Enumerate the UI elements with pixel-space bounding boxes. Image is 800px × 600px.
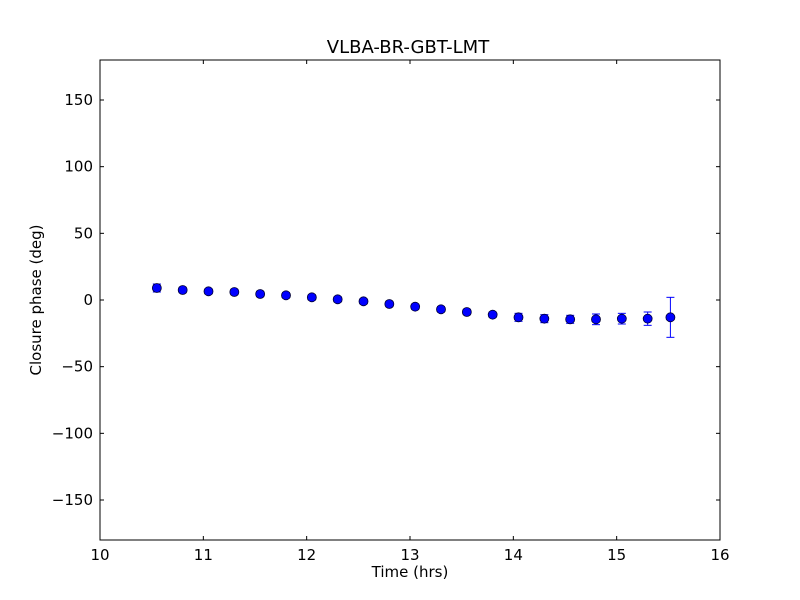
data-point [255, 289, 266, 299]
x-tick-label: 12 [297, 546, 316, 564]
y-axis-label: Closure phase (deg) [27, 225, 45, 376]
data-point [384, 299, 395, 309]
x-tick-label: 11 [194, 546, 213, 564]
data-point [151, 283, 162, 293]
y-tick-label: −100 [52, 424, 93, 442]
data-point [513, 312, 524, 323]
data-point [642, 313, 653, 324]
x-tick-label: 14 [504, 546, 523, 564]
y-tick-label: −150 [52, 491, 93, 509]
data-point [410, 301, 421, 312]
data-point [539, 313, 550, 324]
y-tick-label: 150 [64, 91, 93, 109]
data-point [332, 294, 343, 305]
x-tick-label: 15 [607, 546, 626, 564]
y-tick-label: 0 [83, 291, 93, 309]
data-point [177, 285, 188, 295]
x-tick-label: 13 [400, 546, 419, 564]
plot-area: 10 11 12 13 14 15 16 150 100 50 0 −50 −100 −150 [52, 59, 730, 564]
data-point [229, 287, 240, 297]
data-point [461, 307, 472, 317]
x-axis-label: Time (hrs) [371, 563, 449, 581]
y-tick-label: 50 [74, 224, 93, 242]
data-point [565, 314, 576, 325]
data-point [436, 304, 446, 315]
y-tick-label: −50 [61, 358, 93, 376]
chart-title: VLBA-BR-GBT-LMT [327, 37, 490, 58]
x-tick-label: 10 [90, 546, 109, 564]
data-point [616, 313, 627, 324]
data-point [358, 296, 369, 307]
data-point [487, 309, 498, 320]
data-point [591, 314, 601, 325]
data-point [665, 312, 676, 323]
data-point [306, 292, 317, 303]
data-point [203, 286, 214, 297]
y-tick-label: 100 [64, 158, 93, 176]
x-tick-label: 16 [710, 546, 729, 564]
data-point [281, 290, 291, 301]
